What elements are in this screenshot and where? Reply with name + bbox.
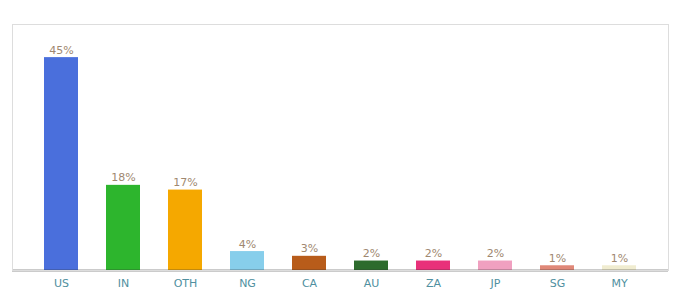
svg-text:US: US bbox=[54, 277, 69, 290]
svg-text:3%: 3% bbox=[301, 242, 318, 255]
svg-text:45%: 45% bbox=[49, 44, 73, 57]
svg-text:NG: NG bbox=[239, 277, 256, 290]
svg-text:AU: AU bbox=[364, 277, 380, 290]
svg-text:2%: 2% bbox=[425, 247, 442, 260]
svg-text:1%: 1% bbox=[611, 252, 628, 265]
svg-text:CA: CA bbox=[302, 277, 318, 290]
svg-text:1%: 1% bbox=[549, 252, 566, 265]
svg-text:4%: 4% bbox=[239, 238, 256, 251]
svg-text:ZA: ZA bbox=[426, 277, 442, 290]
svg-text:2%: 2% bbox=[363, 247, 380, 260]
svg-text:JP: JP bbox=[490, 277, 501, 290]
svg-text:SG: SG bbox=[550, 277, 566, 290]
svg-text:2%: 2% bbox=[487, 247, 504, 260]
svg-text:17%: 17% bbox=[173, 176, 197, 189]
svg-text:IN: IN bbox=[118, 277, 129, 290]
svg-text:18%: 18% bbox=[111, 171, 135, 184]
svg-text:MY: MY bbox=[611, 277, 627, 290]
svg-text:OTH: OTH bbox=[174, 277, 198, 290]
